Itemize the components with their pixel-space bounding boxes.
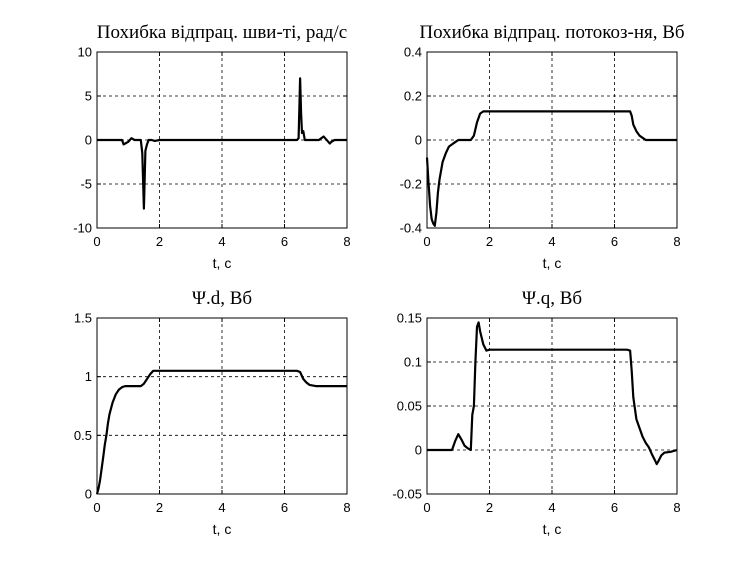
x-tick-label: 6: [611, 500, 618, 515]
chart-title: Ψ.d, Вб: [192, 288, 252, 309]
y-tick-label: 10: [78, 45, 92, 60]
x-axis-label: t, c: [543, 255, 562, 271]
y-tick-label: 0.4: [404, 45, 422, 60]
x-tick-label: 2: [486, 500, 493, 515]
x-tick-label: 4: [548, 500, 555, 515]
x-tick-label: 4: [218, 500, 225, 515]
x-tick-label: 8: [673, 500, 680, 515]
chart-psi-d: 0 2 4 6 8 0 0.5 1 1.5 Ψ.d, Вб t, c: [74, 288, 351, 537]
y-tick-label: -0.2: [400, 177, 422, 192]
y-tick-label: -0.4: [400, 221, 422, 236]
x-tick-label: 8: [343, 234, 350, 249]
y-tick-label: 1: [85, 369, 92, 384]
x-tick-label: 6: [611, 234, 618, 249]
x-tick-label: 4: [548, 234, 555, 249]
y-tick-label: 5: [85, 89, 92, 104]
x-tick-label: 0: [93, 500, 100, 515]
y-tick-label: -0.05: [392, 487, 422, 502]
y-tick-label: 0.2: [404, 89, 422, 104]
chart-flux-error: 0 2 4 6 8 -0.4 -0.2 0 0.2 0.4 Похибка відпрац. пот…: [400, 22, 685, 271]
x-tick-label: 0: [93, 234, 100, 249]
y-tick-label: 0: [415, 443, 422, 458]
x-tick-label: 2: [156, 234, 163, 249]
x-tick-label: 4: [218, 234, 225, 249]
series-line: [425, 110, 677, 227]
y-tick-label: -5: [80, 177, 92, 192]
y-tick-label: 0: [85, 133, 92, 148]
x-tick-label: 2: [486, 234, 493, 249]
y-tick-label: 0.05: [397, 399, 422, 414]
x-tick-label: 2: [156, 500, 163, 515]
series-line: [97, 77, 347, 210]
x-tick-label: 8: [673, 234, 680, 249]
y-tick-label: 0.1: [404, 355, 422, 370]
y-tick-label: 1.5: [74, 311, 92, 326]
x-tick-label: 0: [423, 500, 430, 515]
x-tick-label: 6: [281, 234, 288, 249]
x-tick-label: 0: [423, 234, 430, 249]
chart-title: Похибка відпрац. шви-ті, рад/с: [97, 22, 347, 43]
y-tick-label: 0: [415, 133, 422, 148]
series-line: [427, 321, 678, 466]
y-tick-label: 0.5: [74, 428, 92, 443]
x-tick-label: 6: [281, 500, 288, 515]
y-tick-label: 0.15: [397, 311, 422, 326]
y-tick-label: 0: [85, 487, 92, 502]
chart-title: Ψ.q, Вб: [522, 288, 582, 309]
x-axis-label: t, c: [543, 521, 562, 537]
y-tick-label: -10: [73, 221, 92, 236]
chart-title: Похибка відпрац. потокоз-ня, Вб: [419, 22, 684, 43]
x-tick-label: 8: [343, 500, 350, 515]
x-axis-label: t, c: [213, 255, 232, 271]
chart-speed-error: 0 2 4 6 8 -10 -5 0 5 10 Похибка відпрац. шви-ті, р…: [73, 22, 350, 271]
x-axis-label: t, c: [213, 521, 232, 537]
series-line: [95, 369, 347, 495]
